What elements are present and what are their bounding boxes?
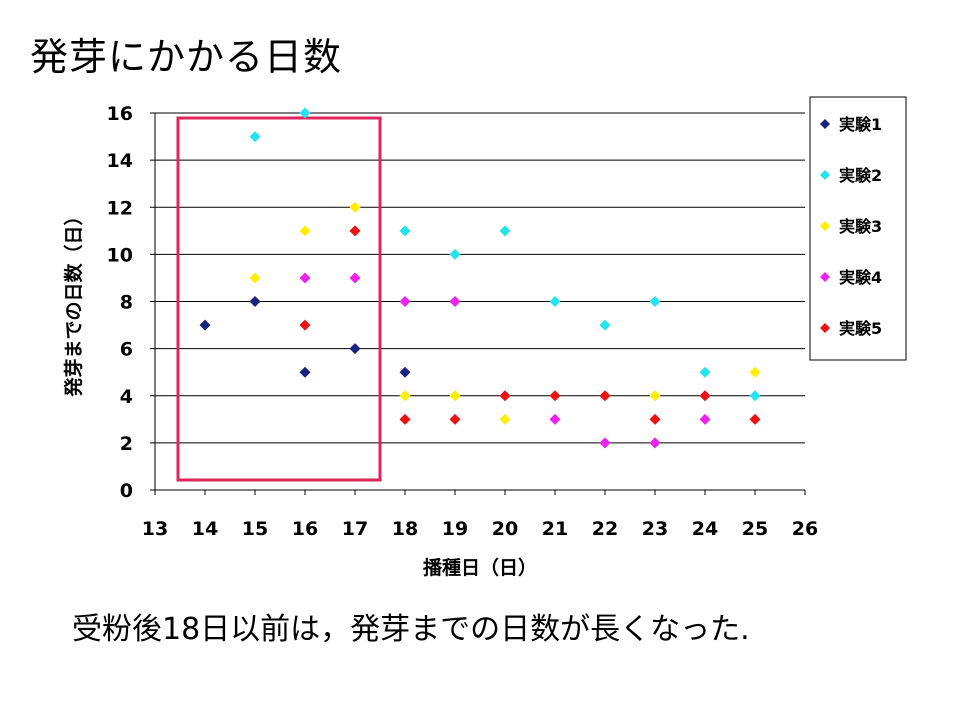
data-point-series-5: [699, 390, 711, 402]
x-tick-label: 21: [542, 518, 568, 540]
data-point-series-2: [449, 248, 461, 260]
data-point-series-3: [249, 272, 261, 284]
y-tick-label: 10: [107, 244, 133, 266]
x-axis-title: 播種日（日）: [423, 556, 537, 579]
data-point-series-3: [749, 366, 761, 378]
slide-title: 発芽にかかる日数: [30, 35, 343, 79]
data-point-series-2: [699, 366, 711, 378]
y-tick-label: 14: [107, 150, 133, 172]
x-tick-label: 16: [292, 518, 318, 540]
y-tick-label: 4: [120, 386, 133, 408]
x-tick-label: 17: [342, 518, 368, 540]
data-point-series-3: [449, 390, 461, 402]
data-point-series-5: [549, 390, 561, 402]
data-point-series-2: [399, 225, 411, 237]
data-point-series-4: [649, 437, 661, 449]
highlight-region: [176, 116, 382, 482]
legend-marker-2: [820, 170, 830, 180]
x-tick-label: 25: [742, 518, 768, 540]
data-point-series-5: [299, 319, 311, 331]
data-point-series-1: [299, 366, 311, 378]
data-point-series-2: [749, 390, 761, 402]
y-tick-label: 16: [107, 103, 133, 125]
x-tick-label: 22: [592, 518, 618, 540]
data-point-series-2: [299, 107, 311, 119]
legend-marker-1: [820, 119, 830, 129]
x-tick-label: 18: [392, 518, 418, 540]
data-point-series-5: [649, 413, 661, 425]
data-point-series-4: [599, 437, 611, 449]
data-point-series-5: [599, 390, 611, 402]
y-tick-label: 2: [120, 433, 133, 455]
data-point-series-1: [249, 296, 261, 307]
legend: 実験1 実験2 実験3 実験4 実験5: [809, 96, 907, 361]
data-point-series-3: [649, 390, 661, 402]
data-point-series-3: [399, 390, 411, 402]
legend-marker-5: [820, 323, 830, 333]
data-point-series-2: [649, 296, 661, 307]
y-tick-label: 6: [120, 339, 133, 361]
data-point-series-5: [399, 413, 411, 425]
legend-label-3: 実験3: [839, 217, 882, 236]
data-point-series-5: [499, 390, 511, 402]
x-tick-label: 15: [242, 518, 268, 540]
y-tick-label: 12: [107, 197, 133, 219]
legend-label-5: 実験5: [839, 319, 882, 338]
data-point-series-5: [349, 225, 361, 237]
data-point-series-2: [599, 319, 611, 331]
data-point-series-4: [549, 413, 561, 425]
data-point-series-1: [199, 319, 211, 331]
data-points: [199, 107, 761, 449]
data-point-series-4: [449, 296, 461, 307]
x-tick-label: 19: [442, 518, 468, 540]
x-tick-label: 26: [792, 518, 818, 540]
slide-caption: 受粉後18日以前は，発芽までの日数が長くなった.: [72, 612, 750, 647]
data-point-series-4: [299, 272, 311, 284]
data-point-series-3: [499, 413, 511, 425]
data-point-series-4: [699, 413, 711, 425]
highlight-rect: [176, 116, 382, 482]
data-point-series-2: [499, 225, 511, 237]
legend-marker-3: [820, 221, 830, 231]
data-point-series-2: [549, 296, 561, 307]
y-axis-title: 発芽までの日数（日）: [62, 206, 85, 397]
x-tick-label: 24: [692, 518, 718, 540]
x-tick-label: 20: [492, 518, 518, 540]
data-point-series-3: [299, 225, 311, 237]
data-point-series-1: [399, 366, 411, 378]
data-point-series-1: [349, 343, 361, 355]
x-tick-label: 14: [192, 518, 218, 540]
data-point-series-5: [749, 413, 761, 425]
data-point-series-4: [399, 296, 411, 307]
x-tick-label: 23: [642, 518, 668, 540]
y-tick-label: 8: [120, 292, 133, 314]
x-tick-label: 13: [142, 518, 168, 540]
legend-label-2: 実験2: [839, 166, 882, 185]
y-tick-label: 0: [120, 480, 133, 502]
legend-marker-4: [820, 272, 830, 282]
data-point-series-3: [349, 201, 361, 213]
data-point-series-5: [449, 413, 461, 425]
data-point-series-2: [249, 131, 261, 143]
legend-label-1: 実験1: [839, 115, 882, 134]
data-point-series-4: [349, 272, 361, 284]
grid-lines: [155, 112, 805, 444]
legend-label-4: 実験4: [839, 268, 882, 287]
